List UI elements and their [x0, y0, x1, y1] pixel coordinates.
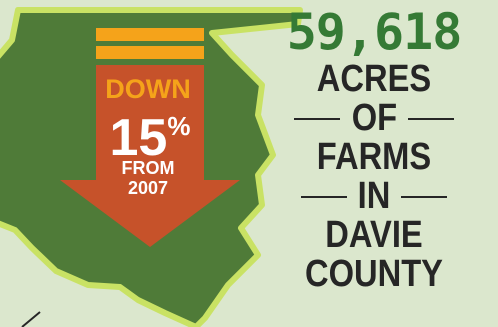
line-farms: FARMS — [316, 136, 432, 178]
line-acres: ACRES — [316, 58, 432, 100]
from-year: 2007 — [127, 178, 169, 198]
acreage-number: 59,618 — [286, 3, 463, 61]
rule-right — [401, 195, 447, 198]
line-in: IN — [357, 175, 391, 217]
orange-bar-bottom — [96, 46, 204, 59]
line-county: COUNTY — [304, 253, 443, 295]
down-arrow-shape — [60, 65, 240, 247]
rule-left — [301, 195, 347, 198]
line-of-row: OF — [264, 99, 484, 138]
percent-sign: % — [167, 111, 191, 141]
orange-bar-top — [96, 28, 204, 41]
stat-block: 59,618 ACRES OF FARMS IN DAVIE COUNTY — [264, 4, 484, 294]
arrow-from-label: FROM 2007 — [98, 158, 198, 198]
line-in-row: IN — [264, 177, 484, 216]
line-davie: DAVIE — [325, 214, 423, 256]
arrow-down-label: DOWN — [105, 74, 191, 104]
line-of: OF — [351, 97, 397, 139]
from-word: FROM — [121, 158, 175, 178]
arrow-percent: 15% — [94, 100, 206, 164]
county-outline-tail — [21, 311, 41, 327]
rule-left — [293, 117, 340, 120]
rule-right — [408, 117, 455, 120]
percent-value: 15 — [109, 109, 168, 167]
